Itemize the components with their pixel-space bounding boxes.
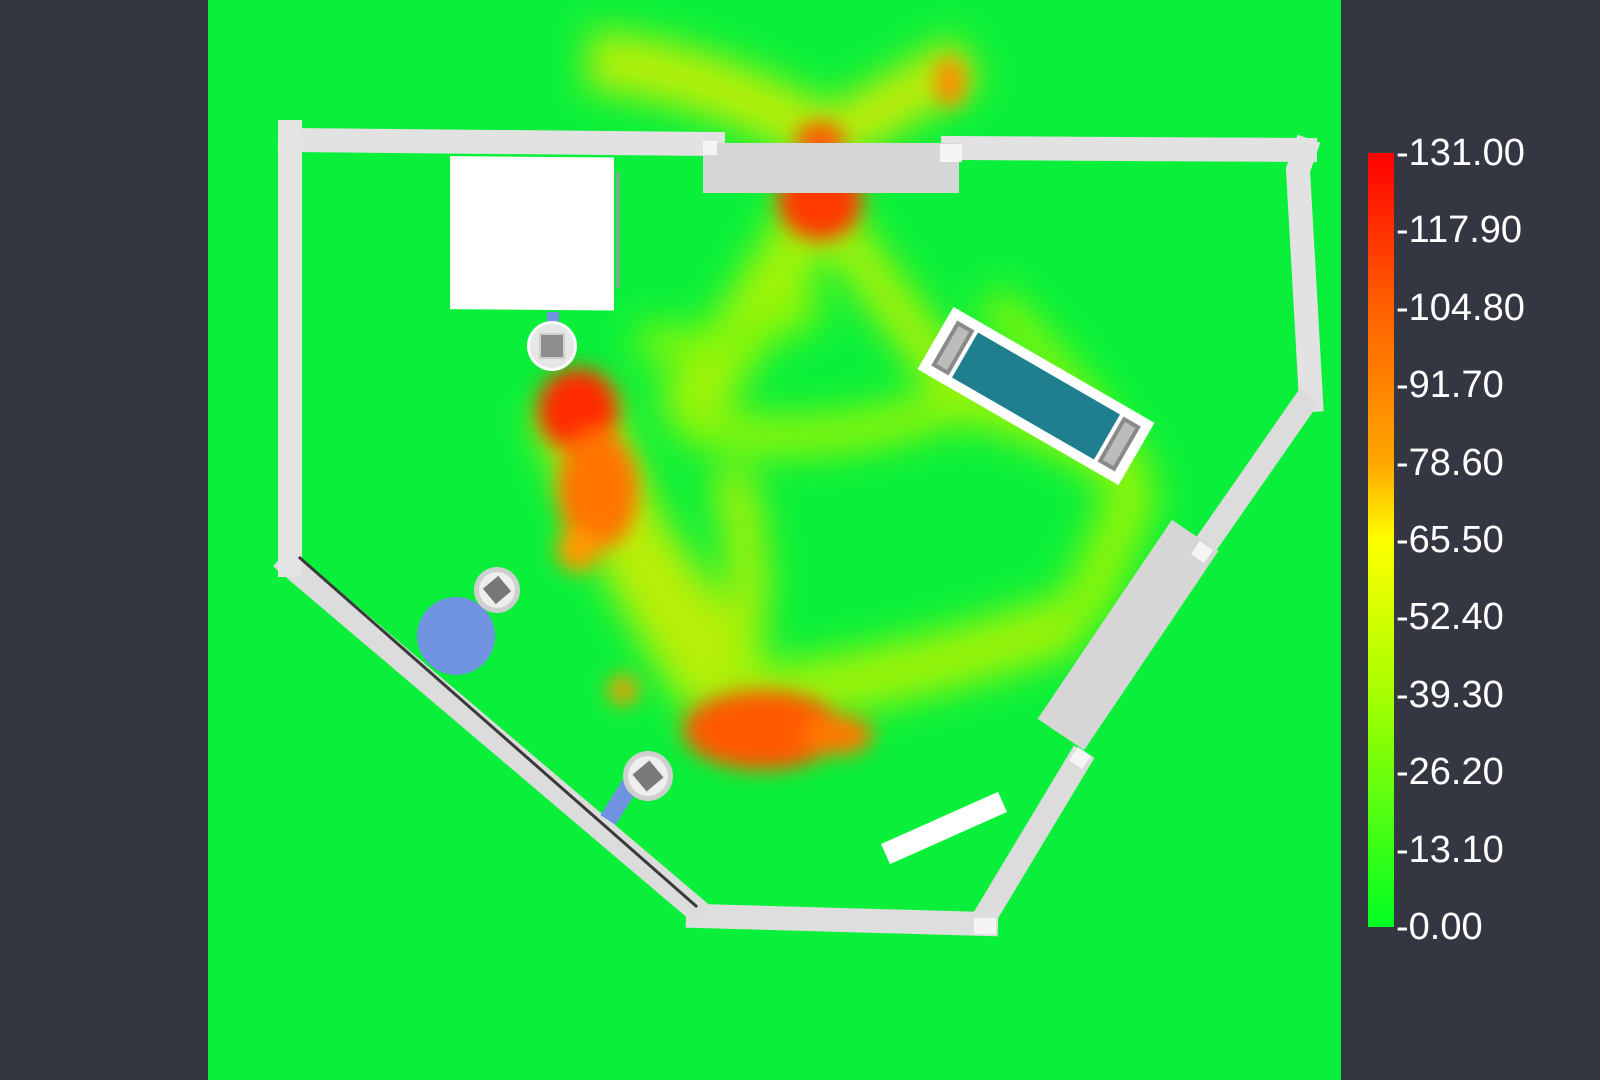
robot-left[interactable] — [474, 567, 520, 613]
colorbar-tick-label: -91.70 — [1396, 364, 1504, 407]
right-door-edge — [1190, 540, 1214, 564]
top-door-edge — [940, 144, 962, 162]
colorbar-tick-label: -78.60 — [1396, 441, 1504, 484]
box-obstacle — [450, 156, 614, 311]
colorbar-tick-label: -117.90 — [1396, 209, 1523, 252]
heatmap-scene — [208, 0, 1341, 1080]
pool-ladder-icon — [1097, 416, 1141, 472]
simulation-viewport[interactable] — [208, 0, 1341, 1080]
colorbar-tick-label: -39.30 — [1396, 673, 1504, 716]
right-door-edge — [1068, 746, 1092, 770]
colorbar-tick-label: -131.00 — [1396, 132, 1525, 174]
robot-top[interactable] — [527, 321, 577, 371]
colorbar-tick-label: -65.50 — [1396, 519, 1504, 561]
plank-obstacle — [881, 791, 1007, 865]
colorbar-tick-label: -104.80 — [1396, 286, 1525, 329]
colorbar-gradient — [1368, 153, 1394, 927]
colorbar-tick-label: -52.40 — [1396, 596, 1504, 639]
pool-obstacle — [917, 306, 1155, 486]
top-door-edge — [703, 141, 717, 155]
top-door-frame — [703, 143, 959, 193]
colorbar-tick-label: -26.20 — [1396, 751, 1504, 794]
colorbar-tick-label: -0.00 — [1396, 906, 1483, 948]
right-door-frame — [1037, 519, 1219, 751]
robot-start-zone — [417, 597, 495, 675]
corner-edge — [974, 918, 996, 934]
pool-ladder-icon — [931, 320, 975, 376]
robot-bottom[interactable] — [623, 751, 673, 801]
colorbar-tick-label: -13.10 — [1396, 828, 1504, 871]
